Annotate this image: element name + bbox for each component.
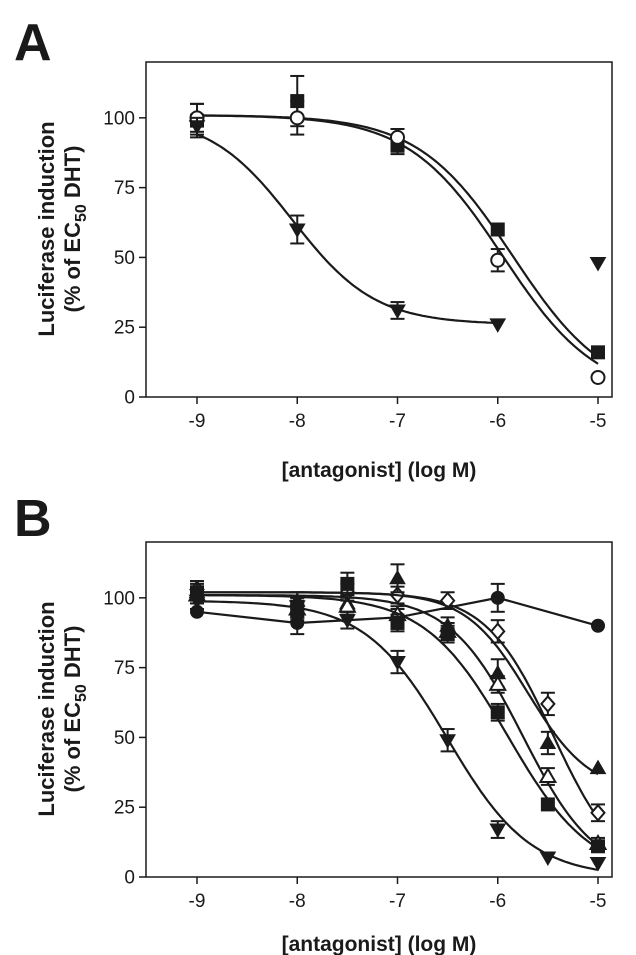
data-point: [589, 857, 607, 872]
panel-a: A -9 -8 -7 -6 -5 0 25 50 75 100 [antagonist] (log…: [14, 14, 613, 482]
series-triangle-down-filled: [188, 116, 607, 333]
y-tick-label: 0: [124, 388, 135, 409]
data-point: [340, 576, 355, 591]
data-point: [538, 766, 558, 783]
data-point: [488, 674, 507, 691]
data-point: [188, 594, 206, 610]
data-point: [490, 252, 506, 268]
data-point: [490, 222, 505, 237]
data-point: [490, 590, 505, 605]
x-tick-label: -9: [189, 411, 206, 432]
plot-frame-a: [145, 61, 613, 398]
data-point: [489, 622, 506, 641]
y-tick-label: 75: [114, 658, 135, 679]
data-point: [288, 600, 306, 615]
x-tick-label: -5: [590, 891, 607, 912]
data-point: [288, 223, 306, 239]
x-tick-label: -8: [289, 891, 306, 912]
data-point: [389, 656, 406, 671]
y-axis-title-line2-b: (% of EC50 DHT): [60, 626, 90, 793]
y-tick-label: 100: [103, 108, 135, 129]
fit-curve: [197, 594, 599, 847]
data-point: [589, 257, 607, 272]
panel-letter-b: B: [14, 490, 52, 548]
data-point: [489, 823, 507, 839]
panel-letter-a: A: [14, 14, 52, 72]
y-tick-label: 50: [114, 728, 135, 749]
data-point: [539, 851, 557, 866]
x-tick-label: -6: [489, 891, 506, 912]
y-axis-title-line1-b: Luciferase induction: [34, 601, 59, 816]
ticks-b: -9 -8 -7 -6 -5 0 25 50 75 100: [103, 588, 606, 912]
data-point: [540, 694, 556, 713]
data-point: [591, 839, 605, 854]
series-circle-open: [189, 100, 606, 385]
plot-frame-b: [145, 541, 613, 878]
x-axis-title-b: [antagonist] (log M): [282, 933, 477, 955]
data-point: [389, 569, 406, 585]
data-point: [339, 614, 356, 629]
y-axis-title-b: Luciferase induction (% of EC50 DHT): [34, 601, 90, 816]
x-tick-label: -7: [389, 411, 406, 432]
data-point: [440, 627, 455, 642]
series-triangle-down-filled: [188, 591, 607, 872]
data-point: [289, 110, 305, 126]
data-point: [590, 803, 606, 822]
x-tick-label: -9: [189, 891, 206, 912]
y-tick-label: 25: [114, 798, 135, 819]
data-point: [188, 120, 206, 135]
y-axis-title-line2-a: (% of EC50 DHT): [60, 146, 90, 313]
data-point: [489, 318, 507, 333]
data-point: [389, 304, 406, 319]
y-tick-label: 25: [114, 318, 135, 339]
y-axis-title-line1-a: Luciferase induction: [34, 121, 59, 336]
x-tick-label: -6: [489, 411, 506, 432]
fit-curve: [197, 600, 599, 871]
data-point: [439, 734, 456, 749]
marks-a: [188, 74, 607, 385]
x-tick-label: -8: [289, 411, 306, 432]
y-tick-label: 50: [114, 248, 135, 269]
y-tick-label: 100: [103, 588, 135, 609]
data-point: [390, 129, 405, 145]
data-point: [539, 734, 557, 749]
y-axis-title-a: Luciferase induction (% of EC50 DHT): [34, 121, 90, 336]
x-tick-label: -7: [389, 891, 406, 912]
fit-curve: [197, 594, 599, 850]
fit-curve: [197, 591, 599, 776]
panel-b: B -9 -8 -7 -6 -5 0 25 50 75 100 [antagonist] (log…: [14, 490, 613, 955]
data-point: [589, 759, 607, 775]
y-tick-label: 75: [114, 178, 135, 199]
data-point: [590, 369, 606, 385]
data-point: [390, 615, 405, 630]
x-axis-title-a: [antagonist] (log M): [282, 459, 477, 482]
data-point: [591, 618, 605, 633]
y-tick-label: 0: [124, 868, 135, 889]
data-point: [540, 797, 555, 812]
data-point: [490, 705, 505, 720]
ticks-a: -9 -8 -7 -6 -5 0 25 50 75 100: [103, 108, 606, 432]
fit-curve: [196, 133, 498, 325]
x-tick-label: -5: [590, 411, 607, 432]
marks-b: [187, 563, 608, 872]
data-point: [591, 345, 605, 360]
